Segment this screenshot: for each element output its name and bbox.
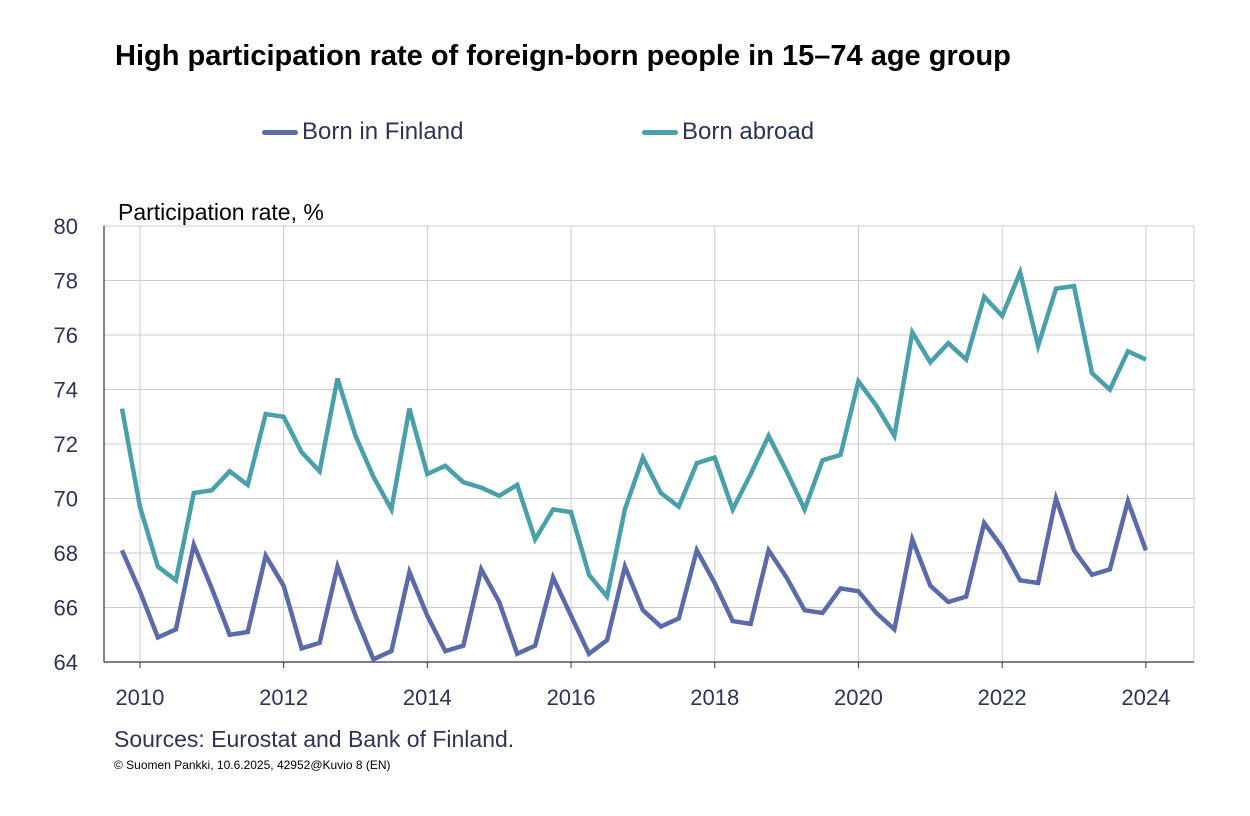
y-tick-label: 66 bbox=[54, 596, 78, 621]
legend-swatch-born-in-finland bbox=[262, 129, 298, 135]
x-tick-label: 2012 bbox=[259, 685, 308, 710]
x-tick-label: 2016 bbox=[547, 685, 596, 710]
legend-label-born-in-finland: Born in Finland bbox=[302, 118, 464, 145]
y-tick-label: 70 bbox=[54, 487, 78, 512]
series-line-born-abroad bbox=[119, 265, 1147, 602]
legend: Born in Finland Born abroad bbox=[0, 118, 1250, 152]
legend-item-born-abroad: Born abroad bbox=[642, 118, 814, 146]
chart-title: High participation rate of foreign-born … bbox=[115, 40, 1011, 72]
y-axis-label: Participation rate, % bbox=[118, 199, 324, 225]
x-tick-label: 2018 bbox=[690, 685, 739, 710]
x-tick-label: 2010 bbox=[115, 685, 164, 710]
x-tick-label: 2020 bbox=[834, 685, 883, 710]
legend-swatch-born-abroad bbox=[642, 129, 678, 135]
y-tick-label: 72 bbox=[54, 432, 78, 457]
y-tick-label: 64 bbox=[54, 650, 78, 675]
x-tick-label: 2014 bbox=[403, 685, 452, 710]
y-tick-label: 76 bbox=[54, 323, 78, 348]
series-line-born-in-finland bbox=[119, 490, 1149, 663]
y-tick-label: 68 bbox=[54, 541, 78, 566]
sources-note: Sources: Eurostat and Bank of Finland. bbox=[114, 726, 515, 752]
y-tick-label: 74 bbox=[54, 378, 78, 403]
x-tick-label: 2024 bbox=[1121, 685, 1170, 710]
y-tick-label: 78 bbox=[54, 269, 78, 294]
copyright-note: © Suomen Pankki, 10.6.2025, 42952@Kuvio … bbox=[114, 758, 391, 772]
legend-label-born-abroad: Born abroad bbox=[682, 118, 815, 145]
legend-item-born-in-finland: Born in Finland bbox=[262, 118, 463, 146]
y-tick-label: 80 bbox=[54, 214, 78, 239]
x-tick-label: 2022 bbox=[978, 685, 1027, 710]
